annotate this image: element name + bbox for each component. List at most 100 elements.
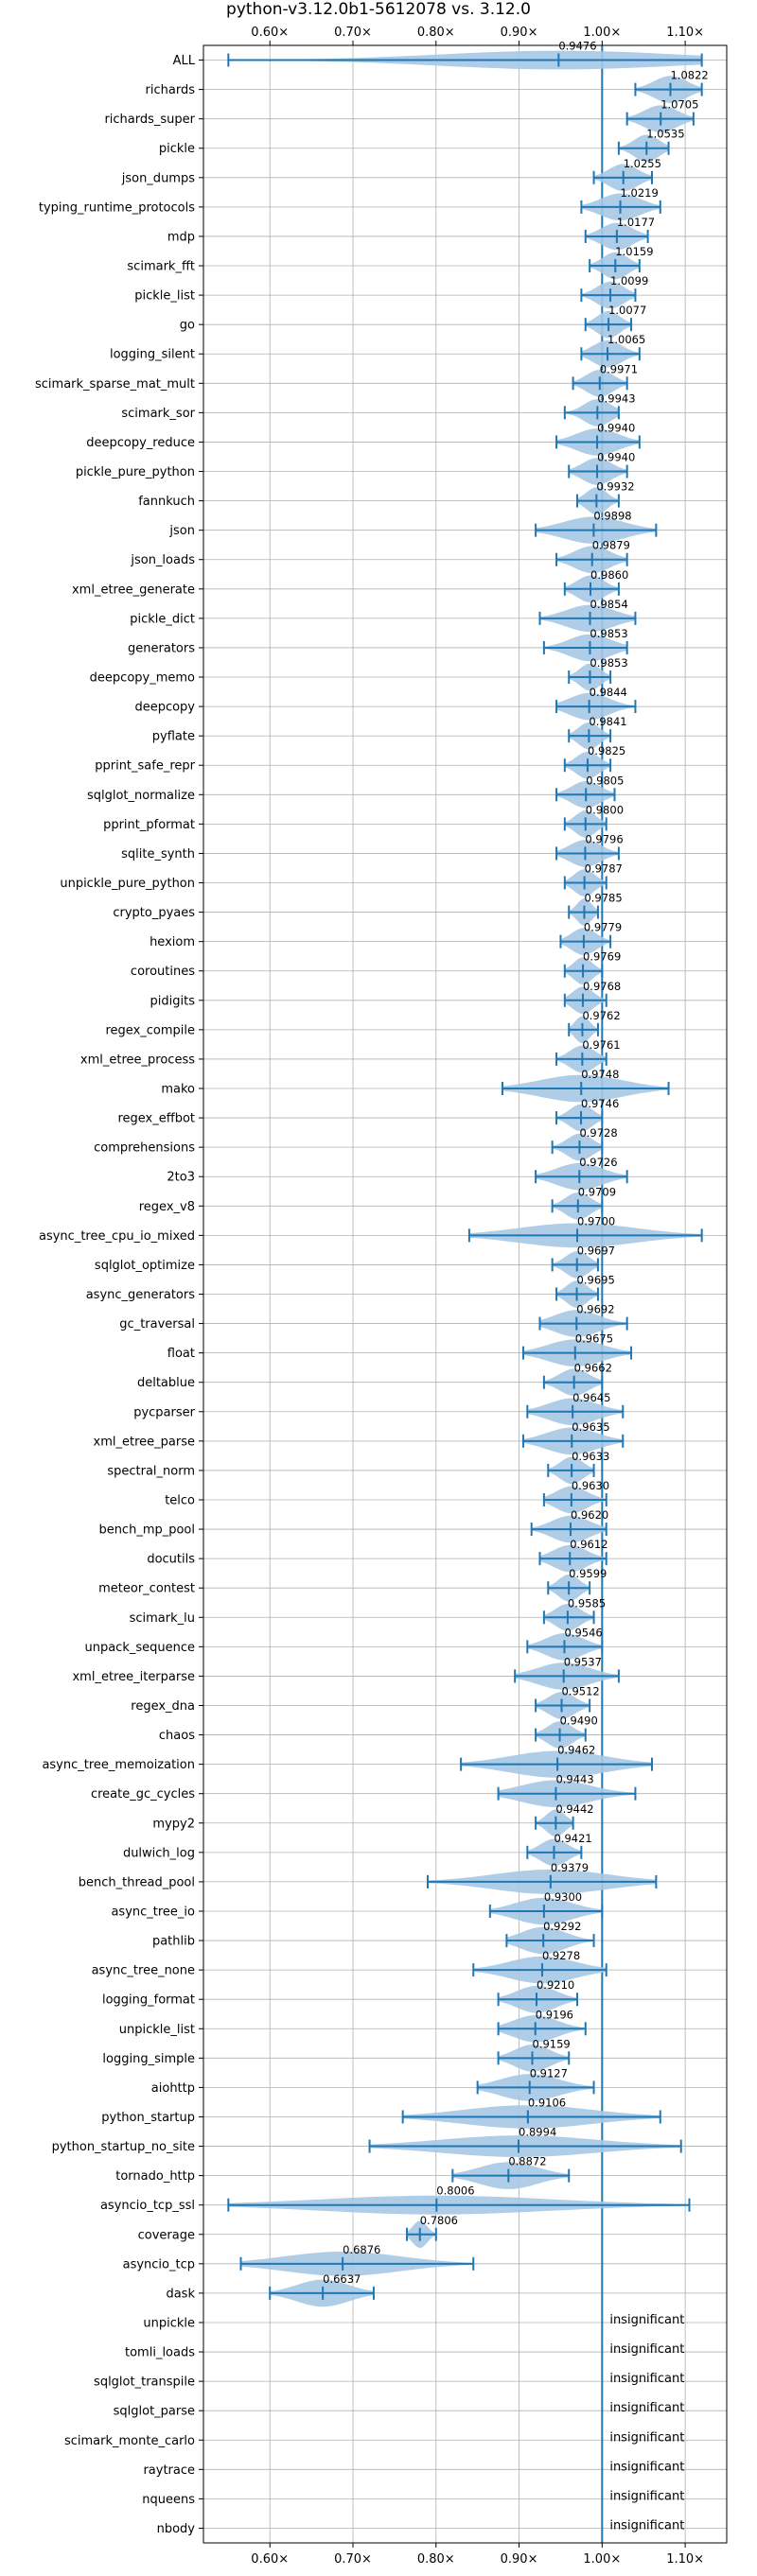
y-tick-label: tomli_loads (125, 2346, 195, 2360)
insignificant-label: insignificant (609, 2342, 684, 2357)
y-tick-label: xml_etree_generate (72, 583, 195, 597)
insignificant-label: insignificant (609, 2401, 684, 2415)
y-tick-label: deltablue (137, 1376, 195, 1390)
value-label: 0.9860 (590, 568, 628, 582)
value-label: 0.9585 (568, 1596, 606, 1610)
insignificant-label: insignificant (609, 2430, 684, 2445)
value-label: 0.9159 (533, 2037, 571, 2050)
y-tick-label: telco (165, 1493, 195, 1507)
value-label: 0.9443 (555, 1773, 593, 1786)
y-tick-label: spectral_norm (107, 1464, 195, 1478)
value-label: 1.0705 (660, 98, 698, 112)
x-tick-label-top: 1.00× (583, 26, 621, 40)
value-label: 1.0255 (624, 157, 661, 170)
y-tick-label: json (168, 524, 195, 538)
y-tick-label: typing_runtime_protocols (39, 200, 195, 215)
value-label: 0.9695 (577, 1274, 615, 1287)
y-tick-label: xml_etree_iterparse (72, 1670, 195, 1684)
value-label: 0.8872 (508, 2155, 546, 2168)
value-label: 0.9853 (590, 627, 627, 640)
y-tick-label: unpickle_list (119, 2023, 195, 2037)
value-label: 0.9210 (537, 1978, 574, 1992)
value-label: 0.9940 (597, 421, 635, 434)
value-label: 0.7806 (420, 2214, 458, 2227)
y-tick-label: deepcopy_memo (90, 671, 195, 686)
value-label: 0.9796 (585, 832, 623, 845)
value-label: 0.9546 (564, 1626, 602, 1639)
value-label: 0.9599 (569, 1567, 607, 1580)
value-label: 0.9879 (592, 539, 630, 552)
y-tick-label: pickle_list (134, 289, 195, 304)
value-label: 0.9537 (564, 1655, 602, 1668)
value-label: 0.9800 (586, 803, 624, 816)
y-tick-label: ALL (173, 54, 196, 68)
y-tick-label: raytrace (143, 2463, 195, 2478)
value-label: 0.9805 (586, 774, 624, 787)
y-tick-label: pycparser (133, 1405, 195, 1419)
value-label: 0.6876 (343, 2243, 380, 2256)
y-tick-label: python_startup (101, 2111, 195, 2125)
value-label: 1.0159 (615, 245, 653, 258)
y-tick-label: deepcopy_reduce (86, 436, 195, 450)
x-tick-label-bottom: 0.80× (417, 2552, 455, 2567)
x-tick-label-bottom: 0.90× (501, 2552, 538, 2567)
y-tick-label: crypto_pyaes (113, 906, 195, 920)
value-label: 0.9748 (581, 1068, 619, 1081)
value-label: 0.9825 (588, 744, 625, 757)
value-label: 1.0077 (608, 304, 646, 317)
y-tick-label: deepcopy (134, 701, 195, 715)
y-tick-label: logging_simple (102, 2052, 195, 2066)
y-tick-label: python_startup_no_site (52, 2140, 195, 2154)
chart-title: python-v3.12.0b1-5612078 vs. 3.12.0 (226, 0, 531, 19)
y-tick-label: go (180, 319, 195, 333)
y-tick-label: scimark_sor (121, 407, 195, 421)
y-tick-label: fannkuch (138, 495, 195, 509)
x-tick-label-top: 0.80× (417, 26, 455, 40)
y-tick-label: hexiom (150, 935, 195, 949)
y-tick-label: regex_dna (131, 1699, 195, 1714)
y-tick-label: pickle (159, 142, 195, 156)
value-label: 0.9709 (578, 1185, 616, 1198)
value-label: 0.8994 (519, 2126, 556, 2139)
y-tick-label: async_tree_none (92, 1964, 195, 1978)
value-label: 1.0219 (621, 186, 659, 200)
y-tick-label: async_tree_memoization (42, 1758, 195, 1772)
y-tick-label: pickle_pure_python (76, 465, 195, 479)
value-label: 0.9768 (583, 980, 621, 993)
x-tick-label-top: 0.70× (334, 26, 372, 40)
value-label: 0.9779 (584, 921, 622, 934)
y-tick-label: unpickle (143, 2316, 195, 2330)
value-label: 0.9675 (575, 1332, 613, 1346)
y-tick-label: float (167, 1347, 195, 1361)
value-label: 0.9106 (528, 2096, 566, 2109)
value-label: 0.9762 (582, 1009, 620, 1022)
y-tick-label: sqlglot_optimize (95, 1259, 195, 1273)
value-label: 0.6637 (323, 2272, 361, 2286)
y-tick-label: richards (146, 83, 196, 97)
value-label: 0.9196 (536, 2008, 573, 2021)
y-tick-label: logging_format (102, 1993, 195, 2008)
y-tick-label: json_loads (130, 553, 195, 567)
value-label: 0.9787 (585, 862, 623, 876)
value-label: 0.9292 (543, 1920, 581, 1933)
value-label: 0.9612 (570, 1538, 607, 1551)
y-tick-label: aiohttp (151, 2081, 195, 2096)
value-label: 0.9940 (597, 451, 635, 464)
value-label: 0.8006 (436, 2184, 474, 2198)
y-tick-label: tornado_http (115, 2169, 195, 2184)
value-label: 0.9476 (558, 40, 596, 53)
value-label: 1.0822 (670, 69, 708, 82)
y-tick-label: mako (161, 1083, 195, 1097)
y-tick-label: mdp (167, 230, 195, 244)
value-label: 0.9300 (544, 1890, 582, 1904)
insignificant-label: insignificant (609, 2518, 684, 2532)
value-label: 0.9728 (579, 1126, 617, 1140)
y-tick-label: xml_etree_process (80, 1053, 195, 1067)
value-label: 0.9769 (583, 950, 621, 964)
y-tick-label: gc_traversal (119, 1317, 195, 1332)
y-tick-label: regex_compile (105, 1023, 195, 1037)
value-label: 0.9379 (551, 1861, 589, 1874)
y-tick-label: bench_thread_pool (79, 1875, 195, 1889)
value-label: 0.9785 (584, 892, 622, 905)
